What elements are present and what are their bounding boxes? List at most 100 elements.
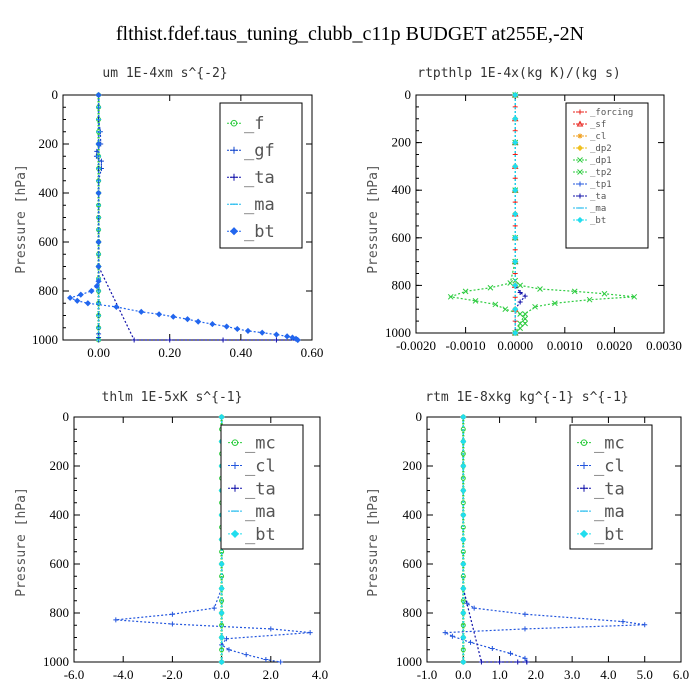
data-point (512, 210, 519, 218)
data-point (512, 306, 519, 313)
x-tick-label: 0.60 (301, 345, 324, 360)
panel-title-um: um 1E-4xm s^{-2} (102, 66, 227, 81)
data-point (620, 619, 626, 625)
legend-label: _ta (594, 479, 625, 499)
data-point (512, 258, 519, 265)
data-point (278, 659, 284, 665)
legend-label: _ma (244, 195, 275, 215)
data-point (512, 329, 519, 337)
x-tick-label: 1.0 (491, 667, 507, 682)
legend-marker (576, 120, 584, 127)
data-point (460, 585, 467, 592)
data-point (218, 609, 225, 617)
legend-label: _cl (590, 132, 606, 142)
data-point (169, 611, 175, 617)
x-tick-label: -4.0 (113, 667, 134, 682)
panel-title-rtm: rtm 1E-8xkg kg^{-1} s^{-1} (425, 390, 629, 405)
page-title: flthist.fdef.taus_tuning_clubb_c11p BUDG… (116, 23, 584, 45)
data-point (460, 475, 466, 481)
data-point (442, 630, 448, 636)
data-point (219, 647, 225, 653)
data-point (74, 297, 81, 304)
legend-marker (230, 146, 238, 154)
legend: _mc_cl _ta _ma _bt (220, 424, 304, 550)
data-point (517, 320, 524, 327)
data-point (449, 633, 455, 639)
data-point (460, 500, 466, 506)
data-point (273, 331, 280, 338)
data-point (522, 611, 528, 617)
legend-label: _mc (594, 434, 625, 454)
legend-marker (231, 484, 239, 492)
legend: _mc_cl _ta _ma _bt (569, 424, 653, 550)
x-tick-label: 5.0 (637, 667, 653, 682)
data-point (601, 290, 608, 297)
data-point (77, 291, 84, 298)
x-tick-label: 0.0030 (646, 338, 682, 353)
legend-label: _f (244, 114, 264, 134)
legend-label: _cl (245, 456, 276, 476)
data-point (95, 91, 102, 99)
x-tick-label: -0.0010 (446, 338, 486, 353)
data-point (512, 282, 519, 289)
panel-title-thlm: thlm 1E-5xK s^{-1} (102, 390, 243, 405)
data-point (95, 263, 102, 270)
data-point (642, 622, 648, 628)
data-point (244, 327, 252, 335)
data-point (294, 336, 301, 344)
data-point (517, 290, 523, 296)
y-tick-label: 200 (392, 135, 412, 150)
x-tick-label: 6.0 (673, 667, 689, 682)
legend-marker (576, 216, 584, 224)
legend-marker (229, 227, 239, 236)
data-point (631, 293, 638, 300)
data-point (460, 658, 467, 666)
data-point (460, 634, 467, 641)
data-point (460, 438, 467, 445)
data-point (131, 337, 137, 343)
x-tick-label: 4.0 (312, 667, 328, 682)
data-point (517, 282, 524, 289)
data-point (512, 139, 519, 146)
series-bt (460, 413, 467, 666)
legend-label: _bt (594, 525, 625, 545)
data-point (515, 659, 521, 665)
x-tick-label: 0.40 (229, 345, 252, 360)
data-point (512, 187, 519, 194)
y-tick-label: 800 (403, 605, 423, 620)
series-bt (512, 91, 519, 337)
data-point (492, 301, 499, 308)
data-point (522, 626, 528, 632)
data-point (268, 626, 274, 632)
legend-label: _mc (245, 434, 276, 454)
legend-label: _ma (594, 502, 625, 522)
y-axis-label-rtpthlp: Pressure [hPa] (366, 164, 381, 274)
data-point (522, 311, 528, 317)
data-point (307, 630, 313, 636)
panel-title-rtpthlp: rtpthlp 1E-4x(kg K)/(kg s) (417, 66, 621, 81)
data-point (284, 333, 291, 340)
y-tick-label: 1000 (43, 654, 69, 669)
y-axis-label-um: Pressure [hPa] (14, 164, 29, 274)
data-point (524, 659, 530, 665)
data-point (517, 325, 524, 332)
x-tick-label: -1.0 (417, 667, 438, 682)
data-point (289, 334, 296, 341)
data-point (586, 296, 593, 303)
legend-box (565, 102, 649, 249)
data-point (507, 650, 513, 656)
data-point (460, 462, 467, 470)
x-tick-label: 0.0000 (497, 338, 533, 353)
data-point (209, 321, 216, 328)
legend-marker (580, 439, 588, 446)
legend-label: _gf (244, 141, 275, 161)
legend-marker (580, 461, 588, 469)
y-tick-label: 0 (52, 87, 59, 102)
data-point (502, 306, 509, 313)
data-point (224, 636, 230, 642)
data-point (218, 585, 225, 592)
data-point (95, 238, 102, 246)
x-tick-label: -0.0020 (396, 338, 436, 353)
data-point (571, 288, 578, 295)
x-tick-label: 2.0 (528, 667, 544, 682)
